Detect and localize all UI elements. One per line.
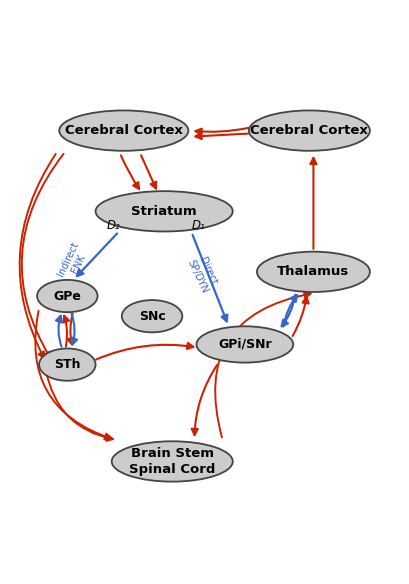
Text: Direct
SP/DYN: Direct SP/DYN bbox=[185, 253, 220, 294]
Ellipse shape bbox=[249, 110, 370, 151]
Ellipse shape bbox=[112, 442, 233, 482]
Text: Striatum: Striatum bbox=[131, 205, 197, 218]
Ellipse shape bbox=[39, 349, 96, 381]
Text: D₂: D₂ bbox=[107, 219, 121, 232]
Text: GPe: GPe bbox=[54, 290, 81, 303]
Text: Cerebral Cortex: Cerebral Cortex bbox=[65, 124, 183, 137]
Text: STh: STh bbox=[54, 358, 81, 371]
Ellipse shape bbox=[96, 191, 233, 231]
Ellipse shape bbox=[196, 326, 293, 363]
Text: GPi/SNr: GPi/SNr bbox=[218, 338, 272, 351]
Ellipse shape bbox=[37, 280, 98, 312]
Text: D₁: D₁ bbox=[191, 219, 205, 232]
Text: Cerebral Cortex: Cerebral Cortex bbox=[250, 124, 369, 137]
Text: Indirect
ENK: Indirect ENK bbox=[56, 241, 91, 283]
Ellipse shape bbox=[257, 252, 370, 292]
Ellipse shape bbox=[59, 110, 189, 151]
Text: Brain Stem
Spinal Cord: Brain Stem Spinal Cord bbox=[129, 447, 216, 476]
Ellipse shape bbox=[122, 300, 182, 332]
Text: SNc: SNc bbox=[139, 310, 165, 323]
Text: Thalamus: Thalamus bbox=[277, 265, 350, 279]
